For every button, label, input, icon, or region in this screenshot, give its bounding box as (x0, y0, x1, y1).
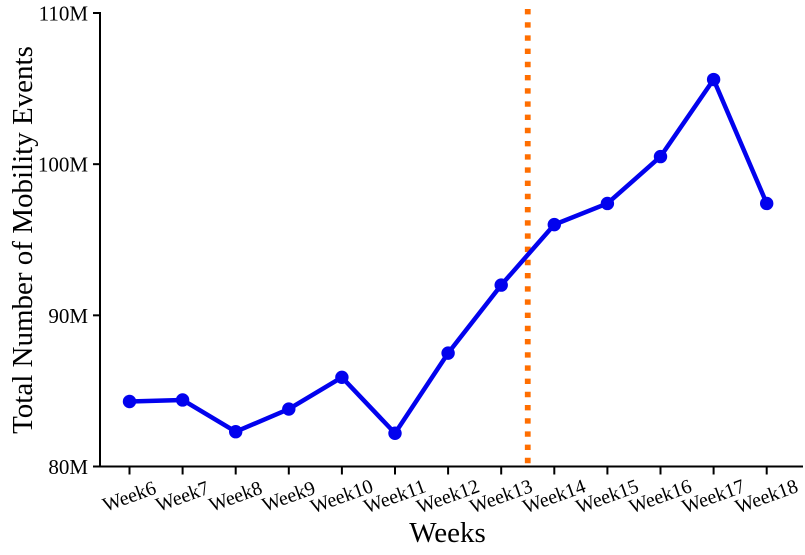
data-line (127, 77, 769, 436)
y-axis-title: Total Number of Mobility Events (7, 46, 39, 434)
data-point (600, 196, 615, 211)
data-point (547, 217, 561, 232)
x-tick-label: Week7 (153, 477, 212, 516)
data-point (282, 402, 296, 416)
x-tick-label: Week6 (100, 477, 159, 516)
x-axis-title: Weeks (409, 517, 486, 549)
y-tick-label: 110M (39, 2, 89, 26)
data-point (494, 278, 508, 292)
data-point (388, 426, 402, 440)
y-tick-label: 100M (38, 153, 89, 177)
data-point (229, 425, 243, 439)
data-point (653, 149, 668, 164)
data-point (441, 346, 455, 360)
data-point (706, 72, 721, 87)
data-point (175, 393, 190, 407)
y-tick-label: 80M (48, 455, 88, 479)
data-point (335, 370, 349, 385)
data-point (760, 196, 774, 211)
data-point (122, 394, 137, 409)
x-tick-label: Week8 (206, 477, 265, 516)
y-tick-label: 90M (48, 304, 88, 328)
